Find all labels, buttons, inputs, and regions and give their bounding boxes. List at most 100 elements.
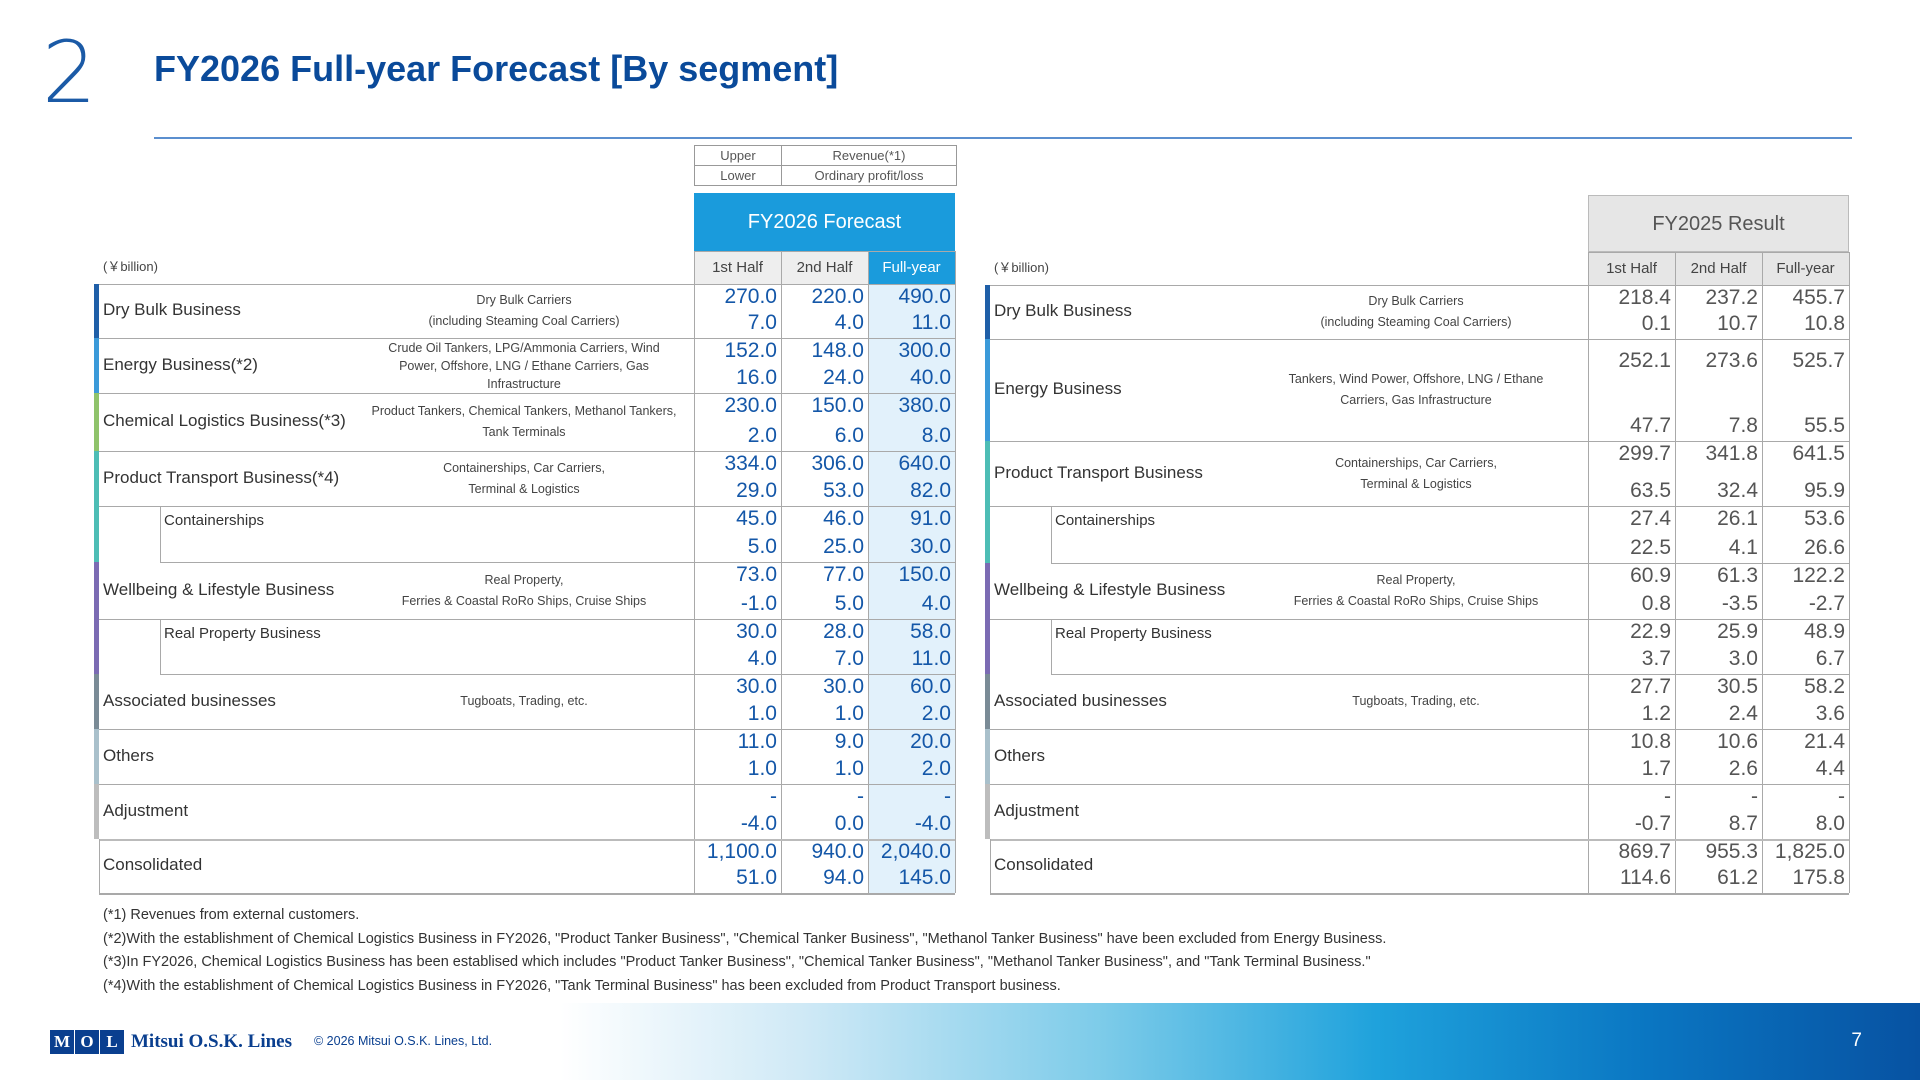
footnote: (*2)With the establishment of Chemical L… bbox=[103, 930, 1387, 947]
revenue-value: 22.9 bbox=[1630, 620, 1671, 643]
revenue-value: 380.0 bbox=[898, 394, 951, 417]
revenue-value: 28.0 bbox=[823, 620, 864, 643]
profit-value: 10.8 bbox=[1804, 312, 1845, 335]
revenue-value: 122.2 bbox=[1792, 564, 1845, 587]
column-divider bbox=[868, 251, 869, 893]
segment-name: Dry Bulk Business bbox=[994, 301, 1132, 320]
segment-description: Tankers, Wind Power, Offshore, LNG / Eth… bbox=[1288, 372, 1544, 407]
segment-color-bar bbox=[985, 285, 990, 339]
subrow-top-line bbox=[160, 506, 694, 507]
revenue-value: 148.0 bbox=[811, 339, 864, 362]
segment-name: Dry Bulk Business bbox=[103, 300, 241, 319]
segment-name: Chemical Logistics Business(*3) bbox=[103, 411, 346, 430]
profit-value: -0.7 bbox=[1634, 812, 1671, 835]
revenue-value: 869.7 bbox=[1618, 840, 1671, 863]
row-divider bbox=[99, 839, 955, 841]
profit-value: 114.6 bbox=[1620, 866, 1671, 889]
row-divider bbox=[99, 784, 955, 785]
segment-name: Energy Business(*2) bbox=[103, 354, 258, 374]
revenue-value: 152.0 bbox=[724, 339, 777, 362]
row-divider bbox=[990, 839, 1849, 841]
profit-value: 2.0 bbox=[921, 702, 951, 725]
legend-upper-label: Upper bbox=[694, 145, 782, 166]
company-logo: M O L Mitsui O.S.K. Lines bbox=[50, 1029, 292, 1055]
profit-value: 24.0 bbox=[823, 366, 864, 389]
revenue-value: 77.0 bbox=[823, 563, 864, 586]
segment-name: Others bbox=[103, 745, 155, 765]
row-divider bbox=[99, 338, 955, 339]
column-divider bbox=[694, 251, 695, 893]
footnote: (*1) Revenues from external customers. bbox=[103, 907, 360, 923]
column-header: 2nd Half bbox=[781, 251, 868, 284]
unit-label: (￥billion) bbox=[103, 259, 158, 274]
profit-value: 8.0 bbox=[1815, 812, 1845, 835]
profit-value: 5.0 bbox=[834, 592, 864, 615]
profit-value: 22.5 bbox=[1630, 536, 1671, 559]
segment-name: Product Transport Business(*4) bbox=[103, 467, 340, 487]
profit-value: 3.0 bbox=[1728, 647, 1758, 670]
subsegment-name: Containerships bbox=[164, 512, 265, 529]
footnotes: (*1) Revenues from external customers. (… bbox=[103, 904, 1386, 998]
profit-value: 11.0 bbox=[911, 311, 951, 334]
subrow-indent-line bbox=[160, 619, 161, 674]
row-divider bbox=[990, 729, 1849, 730]
row-divider bbox=[160, 562, 955, 563]
revenue-value: 30.0 bbox=[823, 675, 864, 698]
profit-value: 2.0 bbox=[747, 424, 777, 447]
profit-value: 47.7 bbox=[1630, 414, 1671, 437]
profit-value: 3.6 bbox=[1815, 702, 1845, 725]
full-year-column-bg bbox=[1762, 285, 1849, 893]
value-legend: Upper Revenue(*1) Lower Ordinary profit/… bbox=[694, 145, 957, 186]
segment-color-bar bbox=[985, 506, 990, 563]
revenue-value: 150.0 bbox=[811, 394, 864, 417]
row-divider bbox=[990, 893, 1849, 895]
section-number: 2 bbox=[42, 23, 97, 123]
segment-name: Associated businesses bbox=[103, 690, 276, 710]
revenue-value: - bbox=[1838, 785, 1845, 808]
profit-value: 8.0 bbox=[921, 424, 951, 447]
column-header: 2nd Half bbox=[1675, 252, 1762, 285]
revenue-value: 455.7 bbox=[1792, 286, 1845, 309]
column-header: Full-year bbox=[868, 251, 955, 284]
revenue-value: 2,040.0 bbox=[880, 840, 951, 863]
revenue-value: 27.4 bbox=[1630, 507, 1671, 530]
revenue-value: 940.0 bbox=[811, 840, 864, 863]
subsegment-name: Real Property Business bbox=[1055, 625, 1212, 642]
subsegment-name: Containerships bbox=[1055, 512, 1156, 529]
revenue-value: 46.0 bbox=[823, 507, 864, 530]
footnote: (*3)In FY2026, Chemical Logistics Busine… bbox=[103, 954, 1371, 970]
revenue-value: 30.5 bbox=[1717, 675, 1758, 698]
revenue-value: - bbox=[1751, 785, 1758, 808]
profit-value: 26.6 bbox=[1804, 536, 1845, 559]
footnote: (*4)With the establishment of Chemical L… bbox=[103, 977, 1061, 994]
column-divider bbox=[1675, 252, 1676, 893]
revenue-value: 525.7 bbox=[1792, 349, 1845, 372]
revenue-value: 252.1 bbox=[1618, 349, 1671, 372]
profit-value: 82.0 bbox=[910, 479, 951, 502]
profit-value: -3.5 bbox=[1721, 592, 1758, 615]
segment-name: Wellbeing & Lifestyle Business bbox=[994, 580, 1226, 599]
segment-description: Real Property, Ferries & Coastal RoRo Sh… bbox=[1293, 573, 1539, 608]
profit-value: 5.0 bbox=[747, 535, 777, 558]
segment-name: Product Transport Business bbox=[994, 462, 1203, 482]
profit-value: 145.0 bbox=[898, 866, 951, 889]
profit-value: 25.0 bbox=[823, 535, 864, 558]
consolidated-left-line bbox=[99, 839, 100, 893]
segment-name: Associated businesses bbox=[994, 690, 1167, 710]
profit-value: 51.0 bbox=[736, 866, 777, 889]
subsegment-name: Real Property Business bbox=[164, 625, 321, 642]
full-year-column-bg bbox=[868, 284, 955, 893]
revenue-value: 26.1 bbox=[1717, 507, 1758, 530]
column-divider bbox=[955, 251, 956, 893]
segment-name: Adjustment bbox=[994, 800, 1080, 820]
revenue-value: 490.0 bbox=[898, 285, 951, 308]
revenue-value: 955.3 bbox=[1705, 840, 1758, 863]
subrow-indent-line bbox=[160, 506, 161, 562]
logo-wordmark: Mitsui O.S.K. Lines bbox=[131, 1031, 292, 1052]
revenue-value: - bbox=[944, 785, 951, 808]
revenue-value: 270.0 bbox=[724, 285, 777, 308]
revenue-value: 30.0 bbox=[736, 620, 777, 643]
segment-color-bar bbox=[985, 339, 990, 441]
row-divider bbox=[1051, 563, 1849, 564]
revenue-value: 640.0 bbox=[898, 452, 951, 475]
